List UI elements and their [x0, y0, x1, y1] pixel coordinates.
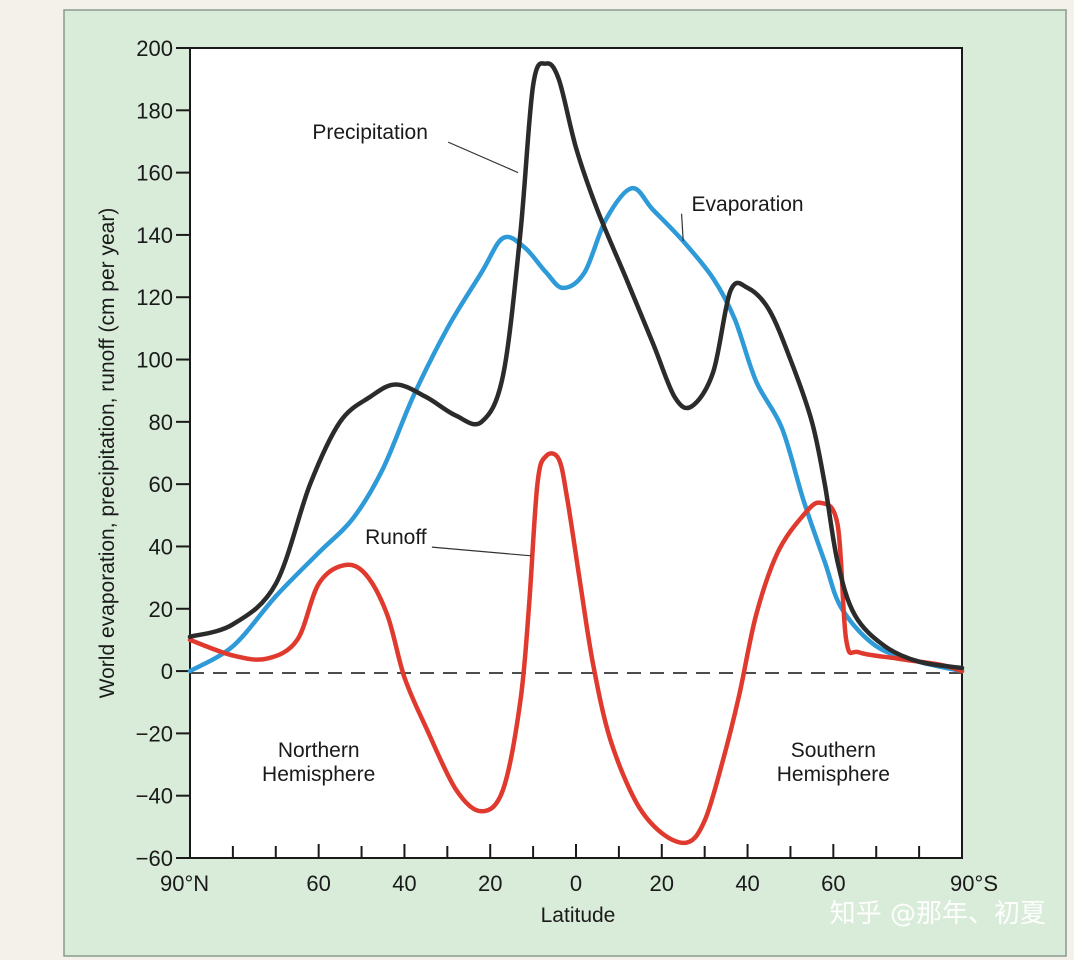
annotation-leader-precipitation — [447, 141, 519, 174]
x-tick-label: 90°N — [160, 871, 209, 896]
annotation-leader-evaporation — [680, 213, 684, 242]
x-tick-label: 40 — [392, 871, 416, 896]
y-axis: −60 −40 −20 0 20 40 60 80 100 120 140 160 180 200 — [136, 36, 190, 871]
plot-area — [189, 47, 963, 859]
annotation-runoff: Runoff — [365, 526, 427, 549]
y-tick-label: 0 — [161, 659, 173, 684]
annotation-precipitation: Precipitation — [312, 121, 428, 144]
y-tick-label: 100 — [136, 348, 173, 373]
hemisphere-label: Northern — [278, 739, 360, 762]
x-tick-label: 60 — [306, 871, 330, 896]
series-line-runoff — [187, 451, 965, 846]
y-tick-label: −20 — [136, 721, 173, 746]
y-tick-label: 40 — [149, 534, 173, 559]
x-axis: 90°N 60 40 20 0 20 40 60 90°S — [160, 844, 998, 896]
x-tick-label: 90°S — [950, 871, 998, 896]
hemisphere-label: Hemisphere — [777, 763, 890, 786]
x-tick-label: 20 — [650, 871, 674, 896]
y-tick-label: −40 — [136, 784, 173, 809]
hemisphere-label: Hemisphere — [262, 763, 375, 786]
annotation-layer: PrecipitationEvaporationRunoffNorthernHe… — [262, 121, 890, 786]
x-tick-label: 0 — [570, 871, 582, 896]
x-tick-label: 20 — [478, 871, 502, 896]
annotation-evaporation: Evaporation — [692, 193, 804, 216]
y-tick-label: −60 — [136, 846, 173, 871]
y-tick-label: 200 — [136, 36, 173, 61]
annotation-leader-runoff — [431, 546, 532, 557]
series-line-precipitation — [187, 61, 965, 671]
series-layer — [187, 61, 965, 846]
y-tick-label: 180 — [136, 98, 173, 123]
y-axis-title: World evaporation, precipitation, runoff… — [96, 208, 119, 699]
hemisphere-label: Southern — [791, 739, 876, 762]
y-tick-label: 160 — [136, 161, 173, 186]
series-line-evaporation — [187, 185, 965, 674]
y-tick-label: 140 — [136, 223, 173, 248]
watermark: 知乎 @那年、初夏 — [830, 899, 1046, 929]
x-axis-title: Latitude — [541, 904, 616, 927]
y-tick-label: 80 — [149, 410, 173, 435]
x-tick-label: 60 — [821, 871, 845, 896]
y-tick-label: 60 — [149, 472, 173, 497]
x-tick-label: 40 — [735, 871, 759, 896]
y-tick-label: 120 — [136, 285, 173, 310]
y-tick-label: 20 — [149, 597, 173, 622]
